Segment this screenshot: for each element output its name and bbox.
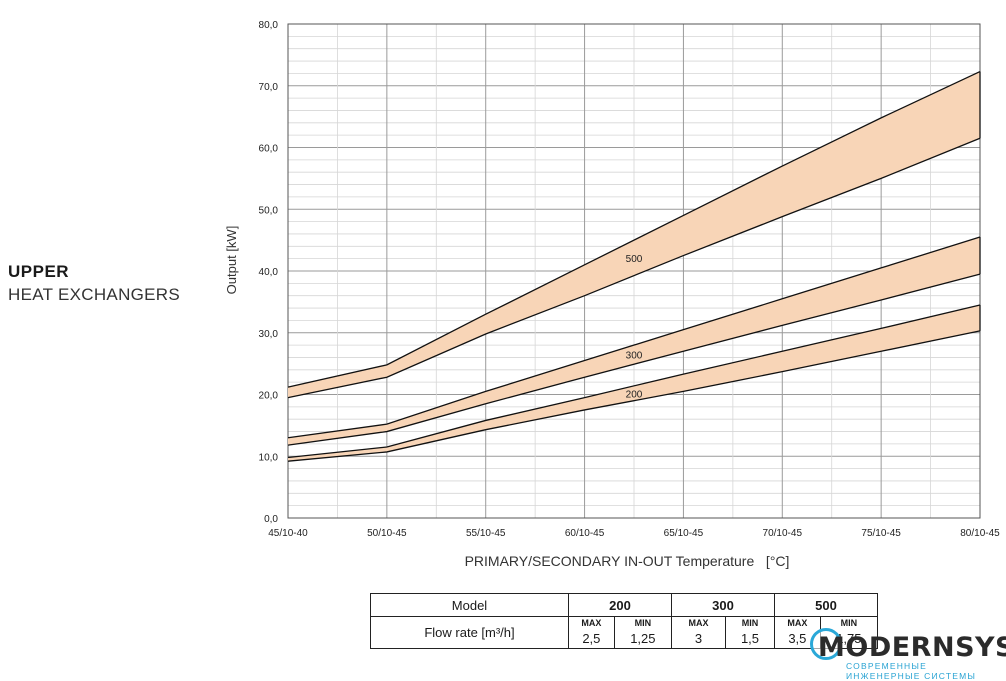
model-300-max: 3 xyxy=(671,628,726,649)
series-500-label: 500 xyxy=(626,254,643,265)
y-axis-label: Output [kW] xyxy=(224,226,239,295)
x-axis-label: PRIMARY/SECONDARY IN-OUT Temperature [°C… xyxy=(465,553,790,569)
model-500-header: 500 xyxy=(774,593,878,617)
y-tick-label: 20,0 xyxy=(259,391,279,402)
min-label: MIN xyxy=(819,616,879,628)
series-300-label: 300 xyxy=(626,351,643,362)
series-200-min-line xyxy=(287,330,981,462)
series-500-min-line xyxy=(287,137,981,399)
flow-rate-label: Flow rate [m³/h] xyxy=(370,616,569,649)
max-label: MAX xyxy=(568,616,615,628)
x-tick-label: 50/10-45 xyxy=(367,528,407,539)
y-tick-label: 10,0 xyxy=(259,452,279,463)
axes: 0,0 10,0 20,0 30,0 40,0 50,0 60,0 70,0 80,0 45/10… xyxy=(259,20,1001,539)
series-300-min-line xyxy=(287,273,981,446)
side-title-line1: UPPER xyxy=(8,262,70,281)
y-tick-label: 40,0 xyxy=(259,267,279,278)
min-label: MIN xyxy=(724,616,776,628)
x-tick-label: 75/10-45 xyxy=(861,528,901,539)
x-tick-label: 70/10-45 xyxy=(763,528,803,539)
x-tick-label: 80/10-45 xyxy=(960,528,1000,539)
logo-ring-icon xyxy=(810,628,842,660)
x-tick-label: 60/10-45 xyxy=(565,528,605,539)
series-300-max-line xyxy=(287,236,981,439)
x-tick-label: 65/10-45 xyxy=(664,528,704,539)
y-tick-label: 60,0 xyxy=(259,144,279,155)
series-bands: 500 300 200 xyxy=(287,70,981,462)
x-tick-label: 45/10-40 xyxy=(268,528,308,539)
series-200-max-line xyxy=(287,304,981,459)
min-label: MIN xyxy=(613,616,673,628)
model-200-min: 1,25 xyxy=(613,628,673,649)
y-tick-label: 70,0 xyxy=(259,82,279,93)
y-tick-label: 30,0 xyxy=(259,329,279,340)
modernsys-logo: MODERNSYS СОВРЕМЕННЫЕ ИНЖЕНЕРНЫЕ СИСТЕМЫ xyxy=(808,626,1006,681)
model-200-header: 200 xyxy=(568,593,672,617)
model-200-max: 2,5 xyxy=(568,628,615,649)
logo-wordmark: MODERNSYS xyxy=(818,632,1006,663)
y-tick-label: 0,0 xyxy=(264,514,278,525)
model-300-min: 1,5 xyxy=(724,628,776,649)
y-tick-label: 80,0 xyxy=(259,20,279,31)
side-title: UPPER HEAT EXCHANGERS xyxy=(8,262,180,305)
model-header: Model xyxy=(370,593,569,617)
series-200-label: 200 xyxy=(626,389,643,400)
output-chart: 500 300 200 0,0 10,0 20,0 30,0 40,0 50,0 60,0 70,… xyxy=(224,20,1001,569)
side-title-line2: HEAT EXCHANGERS xyxy=(8,285,181,304)
max-label: MAX xyxy=(671,616,726,628)
flow-rate-table: Model 200 300 500 Flow rate [m³/h] MAX M… xyxy=(370,593,879,649)
series-500-max-line xyxy=(287,70,981,388)
logo-tagline: СОВРЕМЕННЫЕ ИНЖЕНЕРНЫЕ СИСТЕМЫ xyxy=(846,661,977,681)
y-tick-label: 50,0 xyxy=(259,205,279,216)
model-300-header: 300 xyxy=(671,593,775,617)
x-tick-label: 55/10-45 xyxy=(466,528,506,539)
model-500-max: 3,5 xyxy=(774,628,821,649)
